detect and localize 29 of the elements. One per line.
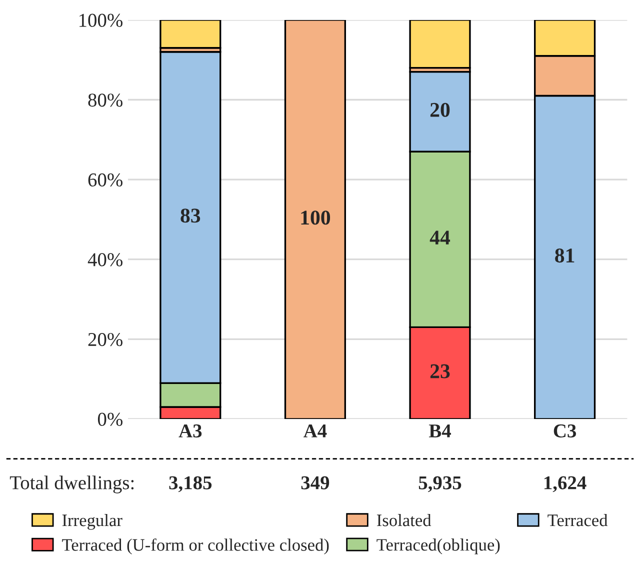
data-label: 81 — [555, 248, 574, 263]
data-label: 20 — [430, 102, 450, 117]
y-tick-label: 0% — [98, 412, 122, 426]
y-tick-label: 80% — [88, 94, 122, 107]
legend-label: Terraced — [548, 514, 608, 526]
legend-label: Irregular — [62, 514, 122, 530]
text: Total dwellings: — [10, 476, 134, 494]
text: 1,624 — [544, 476, 586, 492]
data-label: 44 — [430, 230, 450, 244]
y-tick-label: 40% — [88, 253, 122, 266]
y-tick-label: 20% — [88, 332, 122, 346]
text: 3,185 — [169, 476, 212, 492]
data-label: 23 — [430, 364, 450, 378]
legend-label: Terraced(oblique) — [376, 538, 500, 554]
y-tick-label: 60% — [88, 173, 122, 187]
data-label: 100 — [301, 210, 330, 225]
bar — [284, 20, 346, 419]
x-tick-label: A3 — [178, 424, 202, 438]
x-tick-label: C3 — [554, 424, 576, 438]
x-tick-label: B4 — [428, 424, 451, 438]
y-tick-label: 100% — [79, 14, 122, 27]
bar — [409, 20, 471, 69]
bar — [160, 20, 222, 49]
text: 349 — [301, 476, 330, 490]
legend-label: Isolated — [376, 514, 432, 526]
data-label: 83 — [180, 208, 200, 223]
x-tick-label: A4 — [304, 424, 327, 438]
legend-label: Terraced (U-form or collective closed) — [62, 538, 329, 554]
text: 5,935 — [418, 476, 462, 492]
